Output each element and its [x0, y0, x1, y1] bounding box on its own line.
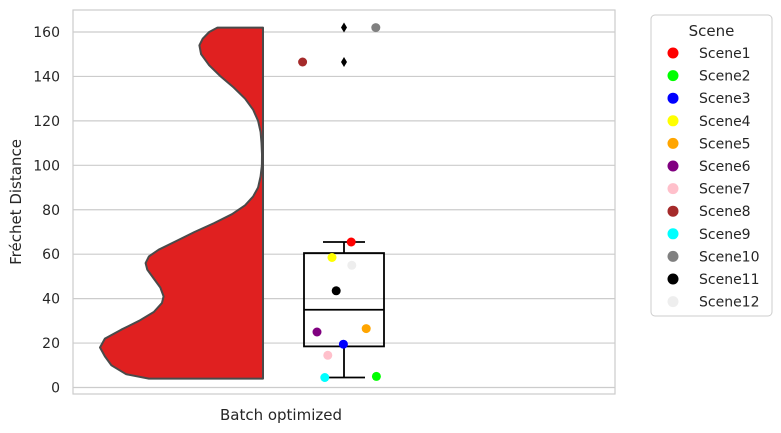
data-point	[323, 350, 333, 360]
data-point	[298, 57, 308, 67]
legend-marker	[667, 296, 679, 308]
legend-marker	[667, 183, 679, 195]
box-plot	[303, 22, 385, 379]
y-tick-label: 140	[33, 69, 60, 85]
legend-items: Scene1 Scene2 Scene3 Scene4 Scene5 Scene6 Scen…	[667, 46, 760, 311]
legend: Scene Scene1Scene2Scene3Scene4Scene5Scen…	[650, 14, 773, 317]
legend-marker	[667, 47, 679, 59]
data-point	[320, 373, 330, 382]
legend-label: Scene6	[699, 159, 751, 175]
legend-label: Scene5	[699, 136, 751, 152]
y-tick-label: 160	[33, 25, 60, 41]
violin-shape	[99, 26, 264, 380]
legend-item: Scene6	[667, 159, 751, 175]
legend-item: Scene1	[667, 46, 751, 62]
strip-points	[298, 23, 381, 382]
y-tick-label: 100	[33, 158, 60, 174]
y-tick-label: 20	[42, 336, 60, 352]
legend-marker	[667, 115, 679, 127]
x-tick-label: Batch optimized	[220, 406, 342, 424]
legend-item: Scene10	[667, 249, 760, 265]
legend-label: Scene1	[699, 46, 751, 62]
legend-label: Scene4	[699, 114, 751, 130]
y-tick-label: 40	[42, 292, 60, 308]
data-point	[347, 260, 357, 270]
legend-item: Scene3	[667, 91, 751, 107]
legend-label: Scene8	[699, 204, 751, 220]
legend-item: Scene7	[667, 182, 751, 198]
data-point	[346, 237, 356, 247]
legend-item: Scene2	[667, 69, 751, 85]
legend-item: Scene4	[667, 114, 751, 130]
legend-box	[650, 14, 773, 317]
outlier-marker	[341, 56, 347, 67]
legend-marker	[667, 250, 679, 262]
x-tick-labels: Batch optimized	[220, 406, 342, 424]
data-point	[361, 324, 371, 334]
legend-label: Scene10	[699, 249, 760, 265]
legend-label: Scene9	[699, 227, 751, 243]
legend-item: Scene5	[667, 136, 751, 152]
legend-marker	[667, 273, 679, 285]
legend-label: Scene2	[699, 69, 751, 85]
y-tick-labels: 0 20 40 60 80 100 120 140 160	[33, 25, 60, 397]
legend-label: Scene7	[699, 182, 751, 198]
legend-title: Scene	[689, 22, 735, 40]
y-tick-label: 60	[42, 247, 60, 263]
y-tick-label: 0	[51, 381, 60, 397]
legend-marker	[667, 205, 679, 217]
y-axis-label: Fréchet Distance	[7, 139, 25, 265]
legend-item: Scene12	[667, 295, 760, 311]
legend-marker	[667, 160, 679, 172]
legend-label: Scene12	[699, 295, 760, 311]
legend-item: Scene9	[667, 227, 751, 243]
legend-item: Scene11	[667, 272, 760, 288]
data-point	[331, 286, 341, 296]
legend-item: Scene8	[667, 204, 751, 220]
data-point	[312, 327, 322, 337]
violin	[99, 26, 264, 380]
data-point	[327, 253, 337, 262]
data-point	[371, 23, 381, 33]
legend-marker	[667, 228, 679, 240]
data-point	[338, 339, 348, 349]
y-tick-label: 80	[42, 203, 60, 219]
legend-label: Scene3	[699, 91, 751, 107]
y-tick-label: 120	[33, 114, 60, 130]
plot-frame	[72, 9, 616, 395]
legend-marker	[667, 92, 679, 104]
legend-marker	[667, 137, 679, 149]
legend-label: Scene11	[699, 272, 760, 288]
data-point	[371, 371, 381, 381]
outlier-marker	[341, 22, 347, 33]
legend-marker	[667, 70, 679, 82]
